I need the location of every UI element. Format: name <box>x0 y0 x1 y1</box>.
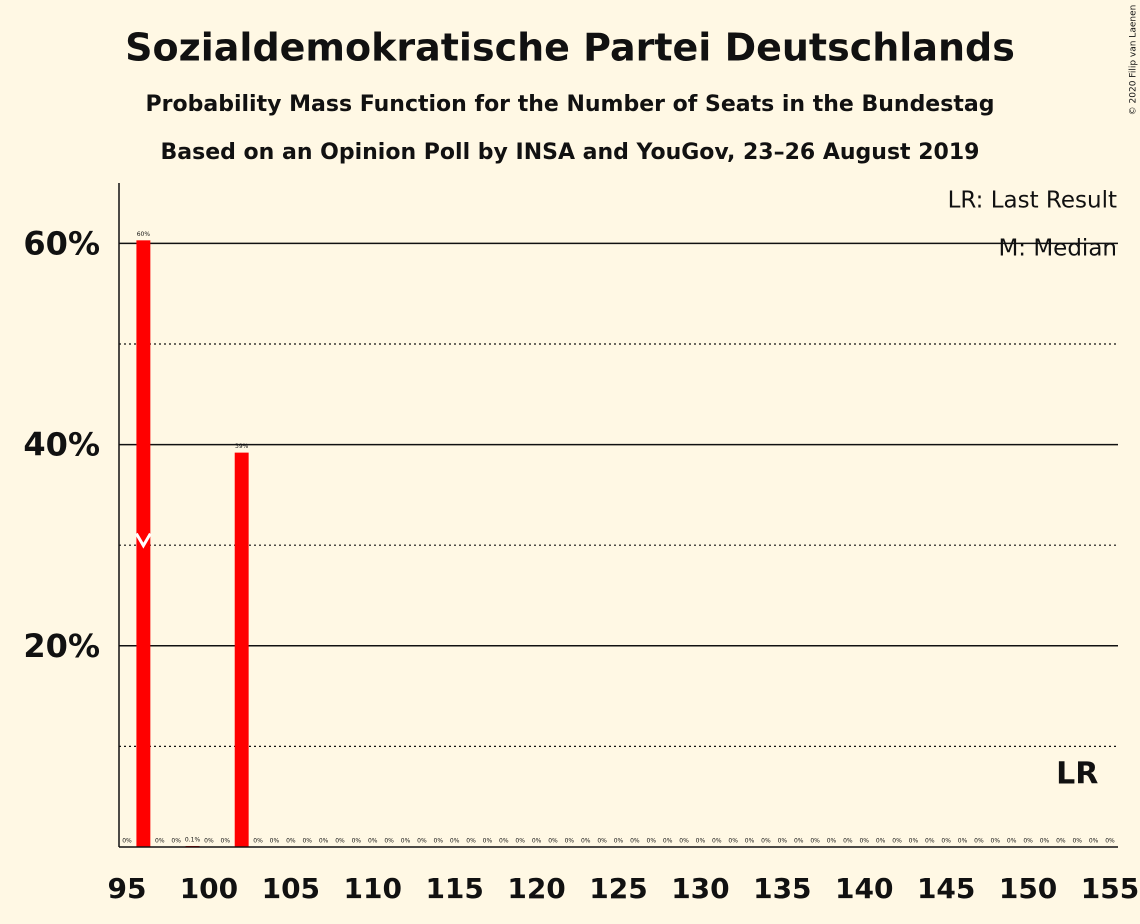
x-tick-label: 140 <box>835 872 893 905</box>
x-tick-label: 145 <box>917 872 975 905</box>
value-label: 0% <box>270 838 280 845</box>
value-label: 0% <box>204 838 214 845</box>
chart-subtitle: Based on an Opinion Poll by INSA and You… <box>161 140 980 165</box>
value-label: 0% <box>171 838 181 845</box>
value-label: 0% <box>368 838 378 845</box>
value-label: 0% <box>892 838 902 845</box>
value-label: 0% <box>1105 838 1115 845</box>
legend-entry: M: Median <box>998 236 1117 262</box>
x-tick-label: 105 <box>262 872 320 905</box>
credit: © 2020 Filip van Laenen <box>1129 5 1139 116</box>
value-label: 0% <box>630 838 640 845</box>
value-label: 0% <box>1007 838 1017 845</box>
value-label: 0% <box>1056 838 1066 845</box>
x-tick-label: 100 <box>180 872 238 905</box>
x-tick-label: 135 <box>753 872 811 905</box>
x-tick-label: 95 <box>108 872 147 905</box>
y-tick-label: 60% <box>23 224 100 262</box>
value-label: 0% <box>499 838 509 845</box>
value-label: 0% <box>319 838 329 845</box>
value-label: 0% <box>663 838 673 845</box>
value-label: 0% <box>401 838 411 845</box>
value-label: 0% <box>1089 838 1099 845</box>
x-tick-label: 120 <box>507 872 565 905</box>
value-label: 0% <box>761 838 771 845</box>
value-label: 0% <box>1023 838 1033 845</box>
bar <box>234 452 249 847</box>
value-label: 0% <box>794 838 804 845</box>
value-label: 0.1% <box>185 836 201 843</box>
chart-subtitle: Probability Mass Function for the Number… <box>146 92 995 117</box>
value-label: 0% <box>122 838 132 845</box>
chart-title: Sozialdemokratische Partei Deutschlands <box>125 26 1015 70</box>
median-marker <box>135 532 152 549</box>
x-tick-label: 115 <box>425 872 483 905</box>
value-label: 0% <box>253 838 263 845</box>
value-label: 0% <box>728 838 738 845</box>
value-label: 39% <box>235 443 249 450</box>
value-label: 60% <box>137 231 151 238</box>
value-label: 0% <box>810 838 820 845</box>
value-label: 0% <box>532 838 542 845</box>
value-label: 0% <box>679 838 689 845</box>
value-label: 0% <box>384 838 394 845</box>
value-label: 0% <box>221 838 231 845</box>
value-label: 0% <box>515 838 525 845</box>
x-tick-label: 150 <box>999 872 1057 905</box>
legend-entry: LR: Last Result <box>948 188 1117 214</box>
value-label: 0% <box>597 838 607 845</box>
value-label: 0% <box>925 838 935 845</box>
value-label: 0% <box>876 838 886 845</box>
value-label: 0% <box>483 838 493 845</box>
value-label: 0% <box>352 838 362 845</box>
value-label: 0% <box>155 838 165 845</box>
x-tick-label: 155 <box>1081 872 1139 905</box>
value-label: 0% <box>434 838 444 845</box>
value-label: 0% <box>991 838 1001 845</box>
value-label: 0% <box>909 838 919 845</box>
value-label: 0% <box>335 838 345 845</box>
x-tick-label: 130 <box>671 872 729 905</box>
last-result-label: LR <box>1056 757 1098 792</box>
x-tick-label: 125 <box>589 872 647 905</box>
value-label: 0% <box>827 838 837 845</box>
value-label: 0% <box>1040 838 1050 845</box>
value-label: 0% <box>859 838 869 845</box>
value-label: 0% <box>647 838 657 845</box>
value-label: 0% <box>565 838 575 845</box>
value-label: 0% <box>941 838 951 845</box>
value-label: 0% <box>745 838 755 845</box>
value-label: 0% <box>843 838 853 845</box>
value-label: 0% <box>974 838 984 845</box>
value-label: 0% <box>614 838 624 845</box>
value-label: 0% <box>778 838 788 845</box>
value-label: 0% <box>548 838 558 845</box>
value-label: 0% <box>286 838 296 845</box>
y-tick-label: 40% <box>23 426 100 464</box>
y-tick-label: 20% <box>23 627 100 665</box>
value-label: 0% <box>302 838 312 845</box>
value-label: 0% <box>466 838 476 845</box>
value-label: 0% <box>450 838 460 845</box>
x-tick-label: 110 <box>344 872 402 905</box>
value-label: 0% <box>958 838 968 845</box>
value-label: 0% <box>696 838 706 845</box>
value-label: 0% <box>581 838 591 845</box>
value-label: 0% <box>712 838 722 845</box>
value-label: 0% <box>1072 838 1082 845</box>
value-label: 0% <box>417 838 427 845</box>
